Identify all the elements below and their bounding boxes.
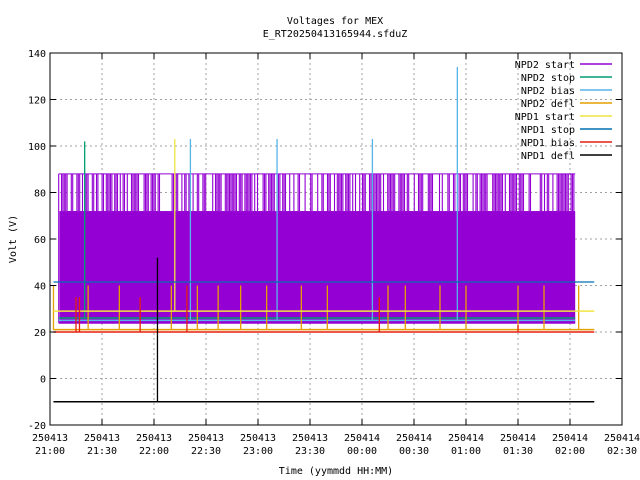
legend-label: NPD2 start	[515, 60, 575, 71]
x-tick-label-time: 23:00	[243, 446, 273, 457]
y-axis-label: Volt (V)	[8, 215, 19, 263]
y-tick-label: 20	[34, 328, 46, 339]
x-tick-label-time: 00:00	[347, 446, 377, 457]
y-tick-label: 60	[34, 235, 46, 246]
x-tick-label-time: 22:00	[139, 446, 169, 457]
y-tick-label: 120	[28, 96, 46, 107]
legend-label: NPD2 bias	[521, 86, 575, 97]
chart-title: Voltages for MEX	[287, 16, 383, 27]
y-tick-label: 40	[34, 282, 46, 293]
x-tick-label-time: 02:30	[607, 446, 637, 457]
legend-label: NPD2 stop	[521, 73, 575, 84]
x-tick-label-date: 250414	[344, 433, 380, 444]
x-tick-label-time: 00:30	[399, 446, 429, 457]
x-tick-label-time: 21:00	[35, 446, 65, 457]
x-tick-label-time: 01:00	[451, 446, 481, 457]
x-tick-label-date: 250414	[552, 433, 588, 444]
x-tick-label-time: 21:30	[87, 446, 117, 457]
band-oscillation	[58, 173, 575, 323]
series-npd1-defl	[53, 257, 595, 403]
chart-subtitle: E_RT20250413165944.sfduZ	[263, 29, 408, 40]
y-tick-label: 80	[34, 189, 46, 200]
legend-label: NPD1 start	[515, 112, 575, 123]
legend-label: NPD1 defl	[521, 151, 575, 162]
y-tick-label: 0	[40, 375, 46, 386]
x-tick-label-time: 23:30	[295, 446, 325, 457]
x-tick-label-date: 250413	[32, 433, 68, 444]
y-tick-label: 140	[28, 49, 46, 60]
series-npd2-defl	[52, 285, 595, 331]
x-tick-label-time: 22:30	[191, 446, 221, 457]
x-tick-label-date: 250414	[448, 433, 484, 444]
tick-layer: -20 0 20 40 60 80 100 120 140 250413 21:00 250413 21…	[28, 49, 640, 457]
legend: NPD2 start NPD2 stop NPD2 bias NPD2 defl NPD…	[515, 60, 612, 162]
x-tick-label-date: 250413	[292, 433, 328, 444]
x-tick-label-time: 02:00	[555, 446, 585, 457]
x-tick-label-date: 250414	[604, 433, 640, 444]
legend-label: NPD2 defl	[521, 99, 575, 110]
y-tick-label: 100	[28, 142, 46, 153]
series-npd1-bias	[53, 285, 595, 333]
x-tick-label-date: 250413	[240, 433, 276, 444]
series-npd2-stop	[58, 141, 576, 319]
series-npd2-start	[58, 173, 576, 324]
x-tick-label-date: 250414	[396, 433, 432, 444]
y-tick-label: -20	[28, 421, 46, 432]
x-tick-label-date: 250413	[84, 433, 120, 444]
series-layer	[52, 66, 595, 403]
x-tick-label-date: 250413	[188, 433, 224, 444]
legend-label: NPD1 bias	[521, 138, 575, 149]
x-tick-label-date: 250413	[136, 433, 172, 444]
x-tick-label-date: 250414	[500, 433, 536, 444]
series-npd2-bias	[58, 66, 576, 322]
x-axis-label: Time (yymmdd HH:MM)	[279, 466, 393, 477]
x-tick-label-time: 01:30	[503, 446, 533, 457]
legend-label: NPD1 stop	[521, 125, 575, 136]
